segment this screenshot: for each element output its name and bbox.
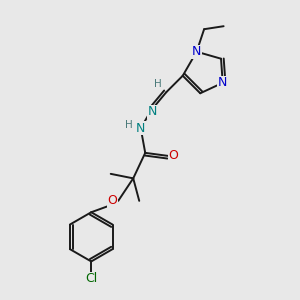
Text: H: H — [125, 120, 133, 130]
Text: O: O — [107, 194, 117, 207]
Text: N: N — [192, 45, 201, 58]
Text: N: N — [218, 76, 227, 89]
Text: N: N — [136, 122, 146, 135]
Text: Cl: Cl — [85, 272, 98, 285]
Text: O: O — [168, 149, 178, 162]
Text: N: N — [148, 105, 158, 118]
Text: H: H — [154, 79, 162, 89]
